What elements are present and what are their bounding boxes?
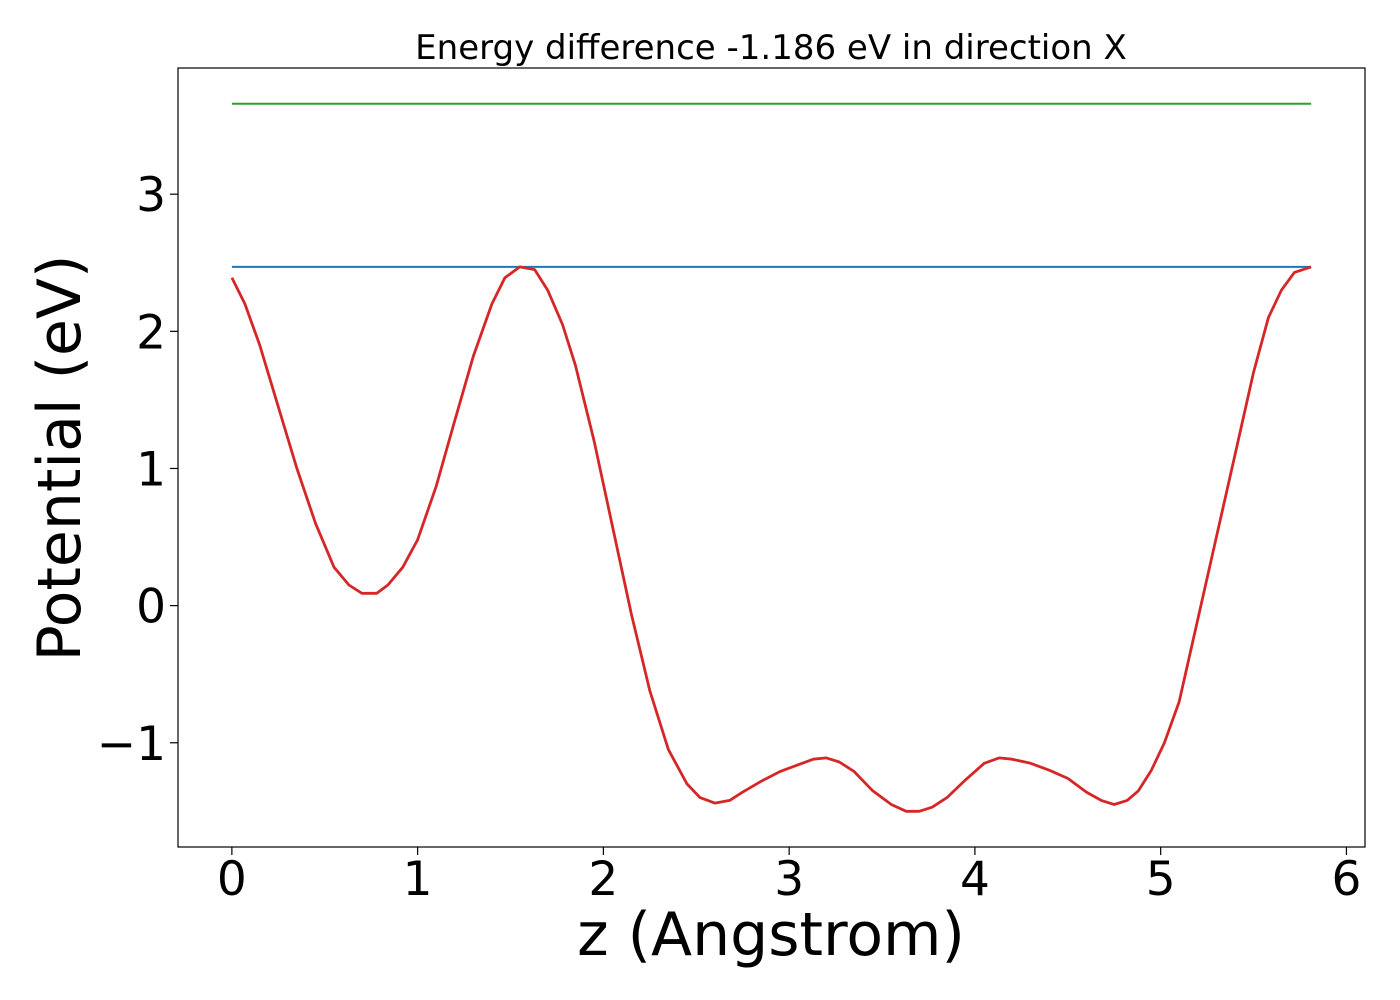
x-tick-label: 4 [960,852,990,907]
y-tick-label: 0 [136,580,166,635]
x-tick-label: 1 [403,852,433,907]
y-tick-label: 3 [136,168,166,223]
y-tick-label: 2 [136,305,166,360]
series-line-3 [230,265,1312,813]
x-axis: 0 1 2 3 4 5 6 [217,847,1361,907]
x-tick-label: 5 [1146,852,1176,907]
x-tick-label: 3 [774,852,804,907]
y-tick-label: −1 [97,717,166,772]
y-axis: −1 0 1 2 3 [97,168,178,772]
y-axis-label: Potential (eV) [25,255,95,662]
series-layer [230,102,1312,813]
x-tick-label: 0 [217,852,247,907]
x-axis-label: z (Angstrom) [577,900,965,970]
y-tick-label: 1 [136,442,166,497]
x-tick-label: 2 [588,852,618,907]
plot-frame [177,67,1366,848]
x-tick-label: 6 [1331,852,1361,907]
chart-title: Energy difference -1.186 eV in direction… [415,28,1127,68]
